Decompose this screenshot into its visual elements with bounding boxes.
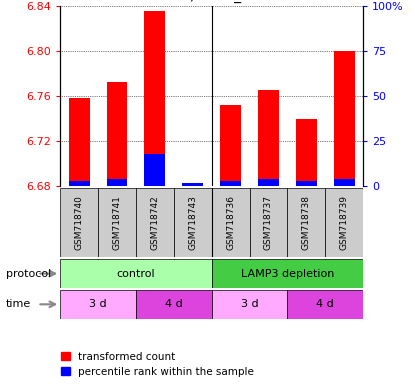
Bar — [60, 188, 98, 257]
Bar — [212, 259, 363, 288]
Text: 4 d: 4 d — [165, 299, 183, 310]
Bar — [212, 290, 287, 319]
Bar — [334, 51, 354, 186]
Bar — [136, 290, 212, 319]
Bar — [107, 83, 127, 186]
Bar — [69, 98, 90, 186]
Bar — [249, 188, 287, 257]
Bar — [182, 184, 203, 186]
Text: GSM718736: GSM718736 — [226, 195, 235, 250]
Bar — [107, 179, 127, 186]
Bar — [220, 181, 241, 186]
Bar — [174, 188, 212, 257]
Bar — [287, 290, 363, 319]
Bar — [296, 181, 317, 186]
Text: GSM718743: GSM718743 — [188, 195, 197, 250]
Text: GSM718738: GSM718738 — [302, 195, 311, 250]
Legend: transformed count, percentile rank within the sample: transformed count, percentile rank withi… — [61, 352, 254, 377]
Bar — [60, 259, 212, 288]
Text: 3 d: 3 d — [241, 299, 258, 310]
Bar — [325, 188, 363, 257]
Bar — [144, 154, 165, 186]
Text: protocol: protocol — [6, 268, 51, 279]
Text: time: time — [6, 299, 32, 310]
Text: LAMP3 depletion: LAMP3 depletion — [241, 268, 334, 279]
Bar — [334, 179, 354, 186]
Bar — [212, 188, 249, 257]
Bar — [98, 188, 136, 257]
Text: GSM718741: GSM718741 — [112, 195, 122, 250]
Title: GDS5189 / ILMN_1716238: GDS5189 / ILMN_1716238 — [121, 0, 303, 3]
Text: 3 d: 3 d — [89, 299, 107, 310]
Text: 4 d: 4 d — [316, 299, 334, 310]
Bar — [220, 105, 241, 186]
Text: GSM718742: GSM718742 — [150, 195, 159, 250]
Bar — [287, 188, 325, 257]
Text: control: control — [117, 268, 155, 279]
Bar — [144, 12, 165, 186]
Text: GSM718740: GSM718740 — [75, 195, 83, 250]
Bar — [182, 183, 203, 186]
Bar — [258, 90, 279, 186]
Bar — [60, 290, 136, 319]
Bar — [258, 179, 279, 186]
Bar — [136, 188, 174, 257]
Bar — [296, 119, 317, 186]
Text: GSM718739: GSM718739 — [340, 195, 349, 250]
Text: GSM718737: GSM718737 — [264, 195, 273, 250]
Bar — [69, 181, 90, 186]
